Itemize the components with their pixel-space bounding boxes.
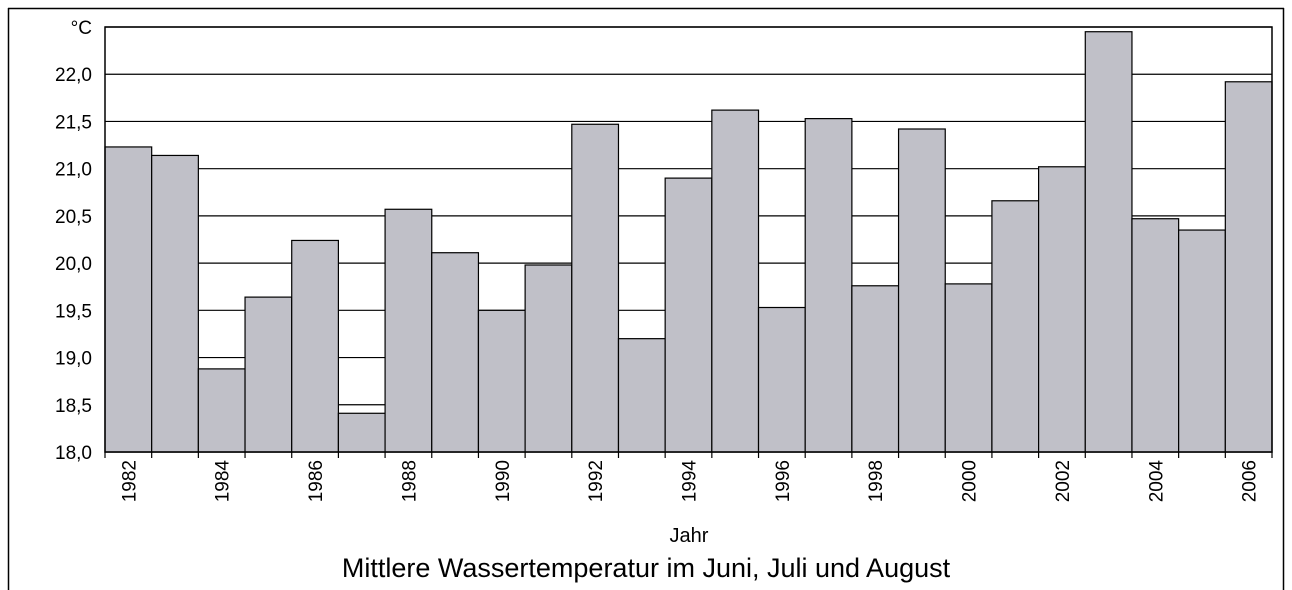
x-axis-label: Jahr bbox=[670, 525, 709, 547]
bar bbox=[804, 118, 853, 453]
x-tick-label: 1992 bbox=[586, 460, 607, 502]
bar bbox=[1084, 31, 1133, 453]
bar bbox=[664, 177, 713, 453]
bar bbox=[477, 309, 526, 453]
bar bbox=[991, 200, 1040, 453]
x-tick-label: 1998 bbox=[866, 460, 887, 502]
bar bbox=[197, 368, 246, 453]
y-tick-label: 18,5 bbox=[55, 396, 92, 417]
y-tick-label: 21,5 bbox=[55, 112, 92, 133]
x-tick-label: 1988 bbox=[399, 460, 420, 502]
bar bbox=[897, 128, 946, 453]
x-tick-label: 1990 bbox=[493, 460, 514, 502]
bar bbox=[1224, 81, 1273, 453]
bar bbox=[151, 154, 199, 453]
x-tick-label: 1982 bbox=[119, 460, 140, 502]
bar bbox=[571, 123, 620, 453]
x-tick-label: 1986 bbox=[306, 460, 327, 502]
x-tick-label: 1994 bbox=[680, 460, 701, 503]
y-tick-label: 20,0 bbox=[55, 254, 92, 275]
bar bbox=[431, 252, 480, 453]
x-tick-label: 2000 bbox=[960, 460, 981, 502]
bar bbox=[291, 239, 340, 453]
x-tick-label: 1984 bbox=[213, 460, 234, 503]
bar bbox=[104, 146, 153, 453]
bar bbox=[944, 283, 993, 453]
y-tick-label: 22,0 bbox=[55, 65, 92, 86]
bar bbox=[851, 285, 900, 453]
y-tick-label: 21,0 bbox=[55, 160, 92, 181]
bar bbox=[337, 412, 386, 453]
x-tick-label: 2002 bbox=[1053, 460, 1074, 502]
y-tick-label: 18,0 bbox=[55, 443, 92, 464]
bar bbox=[711, 109, 760, 453]
x-tick-label: 1996 bbox=[773, 460, 794, 502]
x-tick-label: 2004 bbox=[1146, 460, 1167, 503]
y-tick-label: 19,5 bbox=[55, 301, 92, 322]
bar bbox=[1131, 218, 1180, 453]
chart-title: Mittlere Wassertemperatur im Juni, Juli … bbox=[342, 553, 951, 583]
y-tick-label: 20,5 bbox=[55, 207, 92, 228]
bar bbox=[1178, 229, 1226, 453]
bar bbox=[757, 306, 806, 453]
bar bbox=[1037, 166, 1086, 453]
plot-border bbox=[104, 26, 1273, 453]
x-tick-label: 2006 bbox=[1240, 460, 1261, 502]
y-tick-label: 19,0 bbox=[55, 349, 92, 370]
bar bbox=[617, 338, 666, 453]
bar bbox=[384, 208, 433, 453]
bar bbox=[244, 296, 293, 453]
y-tick-label: °C bbox=[71, 18, 92, 39]
bar bbox=[524, 264, 573, 453]
